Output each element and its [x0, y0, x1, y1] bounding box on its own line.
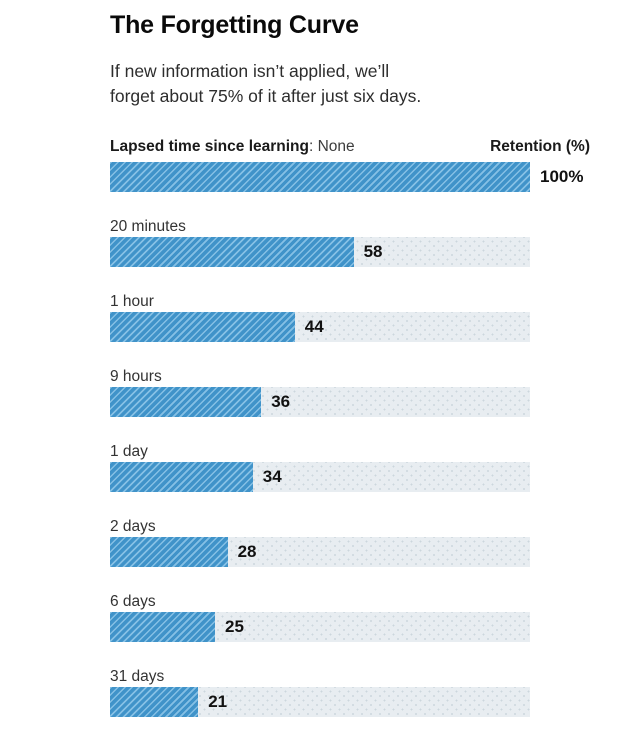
bar-value-label: 21: [208, 692, 228, 711]
bar-category-label: 2 days: [110, 518, 156, 535]
bar-value-label: 25: [225, 617, 244, 636]
bar-track: 44: [110, 312, 530, 342]
bar-value-label: 34: [262, 467, 282, 486]
bar-value-label: 28: [237, 542, 257, 561]
subtitle-line-2: forget about 75% of it after just six da…: [110, 86, 422, 106]
bar-track: 28: [110, 537, 530, 567]
bar-track: [110, 162, 530, 192]
bar-fill: [110, 312, 295, 342]
bar-value-label: 36: [271, 392, 291, 411]
bar-fill: [110, 237, 354, 267]
bar-track: 25: [110, 612, 530, 642]
bar-track: 34: [110, 462, 530, 492]
bar-track: 36: [110, 387, 530, 417]
bar-fill: [110, 162, 530, 192]
chart-row: 2 days 28: [110, 516, 590, 567]
chart-row: 1 hour 44: [110, 291, 590, 342]
bar-category-label: 1 day: [110, 443, 148, 460]
chart-row: 6 days 25: [110, 591, 590, 642]
bar-fill: [110, 387, 262, 417]
axis-header-row: Lapsed time since learning: None Retenti…: [110, 137, 590, 157]
bar-category-label: 6 days: [110, 593, 156, 610]
bar-track: 21: [110, 687, 530, 717]
bar-track: 58: [110, 237, 530, 267]
chart-row: 100%: [110, 162, 590, 192]
bar-value-label: 44: [304, 317, 324, 336]
chart-subtitle: If new information isn’t applied, we’ll …: [110, 59, 590, 109]
chart-row: 20 minutes 58: [110, 216, 590, 267]
chart-row: 1 day 34: [110, 441, 590, 492]
chart-row: 9 hours 36: [110, 366, 590, 417]
chart-row: 31 days 21: [110, 666, 590, 717]
bar-fill: [110, 537, 228, 567]
bar-category-label: 31 days: [110, 668, 165, 685]
bar-fill: [110, 612, 215, 642]
bar-fill: [110, 687, 199, 717]
subtitle-line-1: If new information isn’t applied, we’ll: [110, 61, 390, 81]
x-axis-label-bold: Lapsed time since learning: [110, 138, 309, 155]
bar-category-label: 1 hour: [110, 293, 154, 310]
chart-title: The Forgetting Curve: [110, 11, 359, 39]
value-axis-label: Retention (%): [490, 138, 590, 155]
bar-category-label: 20 minutes: [110, 218, 186, 235]
x-axis-label: Lapsed time since learning: None: [110, 137, 355, 157]
bar-fill: [110, 462, 253, 492]
bar-value-label: 58: [363, 242, 383, 261]
bar-value-label: 100%: [540, 167, 584, 186]
chart-container: The Forgetting Curve If new information …: [110, 11, 590, 717]
bar-category-label: 9 hours: [110, 368, 162, 385]
first-category-label: : None: [308, 138, 355, 155]
